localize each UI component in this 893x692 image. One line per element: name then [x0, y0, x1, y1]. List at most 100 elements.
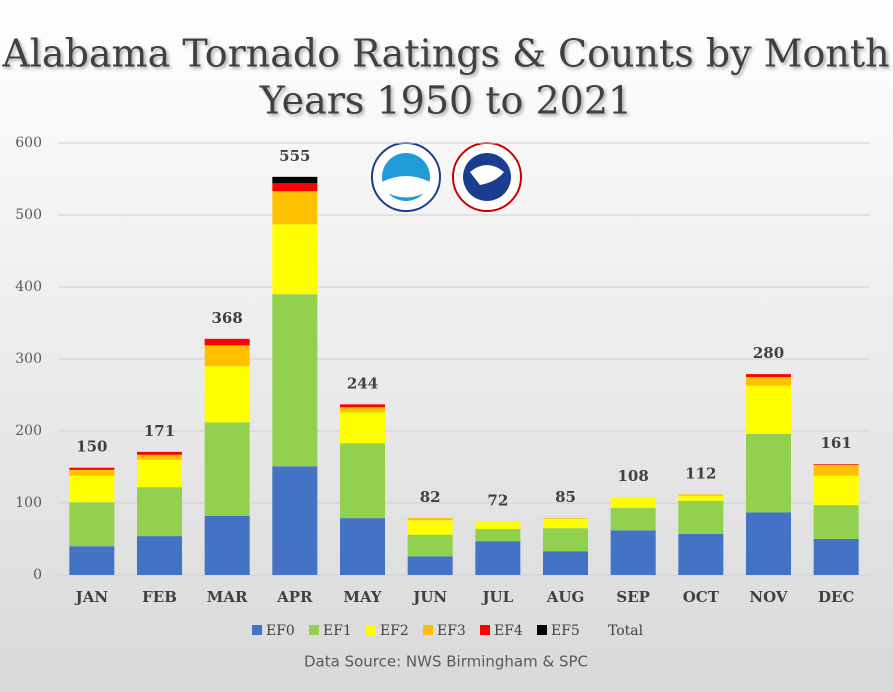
bar-segment: [204, 345, 250, 367]
x-tick-label: MAY: [343, 588, 381, 606]
bar-segment: [610, 497, 656, 509]
legend-label: EF1: [323, 623, 352, 639]
bar-segment: [204, 338, 250, 346]
bar-segment: [475, 521, 521, 529]
total-label: 85: [555, 488, 576, 506]
x-tick-label: DEC: [818, 588, 854, 606]
legend-label: EF5: [551, 623, 580, 639]
bar-segment: [69, 475, 115, 503]
legend-label: EF3: [437, 623, 466, 639]
bar-segment: [813, 464, 859, 476]
bar-segment: [746, 433, 791, 513]
x-tick-label: JUN: [411, 588, 447, 606]
legend-label: EF4: [494, 623, 523, 639]
bar-segment: [813, 505, 859, 539]
total-label: 72: [487, 492, 508, 510]
bar-segment: [475, 541, 521, 575]
bar-segment: [543, 518, 588, 529]
legend-swatch: [537, 625, 547, 635]
bar-segment: [340, 407, 385, 413]
bar-segment: [204, 515, 250, 575]
total-label: 244: [347, 374, 378, 392]
bar-segment: [137, 459, 182, 488]
total-label: 108: [618, 467, 649, 485]
legend-swatch: [480, 625, 490, 635]
legend-swatch: [366, 625, 376, 635]
x-tick-label: SEP: [616, 588, 650, 606]
x-tick-label: OCT: [683, 588, 720, 606]
bar-segment: [610, 530, 656, 575]
x-tick-label: FEB: [142, 588, 177, 606]
bar-segment: [137, 536, 182, 575]
bar-segment: [69, 546, 115, 575]
total-label: 368: [212, 309, 243, 327]
bar-segment: [543, 518, 588, 519]
chart-title: Alabama Tornado Ratings & Counts by Mont…: [1, 32, 889, 76]
x-tick-label: MAR: [207, 588, 248, 606]
bar-segment: [407, 534, 453, 557]
bar-segment: [813, 475, 859, 506]
bar-segment: [746, 512, 791, 575]
bar-segment: [678, 500, 724, 534]
total-label: 171: [144, 422, 175, 440]
y-tick-label: 200: [15, 423, 42, 439]
bar-segment: [610, 508, 656, 531]
legend-label: EF0: [266, 623, 295, 639]
bar-segment: [272, 176, 318, 184]
chart-subtitle: Years 1950 to 2021: [259, 79, 632, 123]
nws-logo: [452, 142, 522, 212]
bar-segment: [543, 528, 588, 552]
source-note: Data Source: NWS Birmingham & SPC: [304, 653, 588, 671]
x-tick-label: NOV: [749, 588, 788, 606]
bar-segment: [407, 518, 453, 521]
bar-segment: [813, 464, 859, 465]
total-label: 112: [685, 464, 716, 482]
bar-segment: [746, 374, 791, 377]
bar-segment: [272, 466, 318, 575]
y-tick-label: 400: [15, 279, 42, 295]
bar-segment: [746, 377, 791, 386]
bar-segment: [340, 518, 385, 575]
x-tick-label: APR: [276, 588, 313, 606]
legend-label: EF2: [380, 623, 409, 639]
bar-segment: [137, 487, 182, 537]
bar-segment: [678, 495, 724, 501]
bar-segment: [678, 494, 724, 496]
y-tick-label: 0: [33, 567, 42, 583]
bar-segment: [69, 469, 115, 476]
y-tick-label: 100: [15, 495, 42, 511]
total-label: 150: [76, 438, 107, 456]
x-tick-label: JUL: [480, 588, 513, 606]
legend-swatch: [423, 625, 433, 635]
bar-segment: [69, 502, 115, 547]
bar-segment: [137, 451, 182, 455]
bar-segment: [137, 454, 182, 460]
noaa-logo: [371, 142, 441, 212]
y-tick-label: 300: [15, 351, 42, 367]
bar-segment: [543, 551, 588, 575]
bar-segment: [272, 183, 318, 192]
total-label: 555: [279, 147, 310, 165]
bar-segment: [69, 467, 115, 470]
bar-segment: [407, 556, 453, 575]
legend-swatch: [309, 625, 319, 635]
bar-segment: [340, 443, 385, 519]
total-label: 82: [420, 488, 441, 506]
x-tick-label: AUG: [546, 588, 585, 606]
bar-segment: [272, 224, 318, 295]
bar-segment: [407, 520, 453, 535]
y-tick-label: 500: [15, 207, 42, 223]
bar-segment: [204, 366, 250, 423]
total-label: 161: [821, 434, 852, 452]
legend-label: Total: [608, 623, 644, 639]
bar-segment: [272, 294, 318, 467]
total-label: 280: [753, 344, 784, 362]
bar-segment: [678, 533, 724, 575]
bar-segment: [340, 412, 385, 444]
bar-segment: [475, 528, 521, 542]
legend-swatch: [252, 625, 262, 635]
bar-segment: [746, 385, 791, 434]
y-tick-label: 600: [15, 135, 42, 151]
